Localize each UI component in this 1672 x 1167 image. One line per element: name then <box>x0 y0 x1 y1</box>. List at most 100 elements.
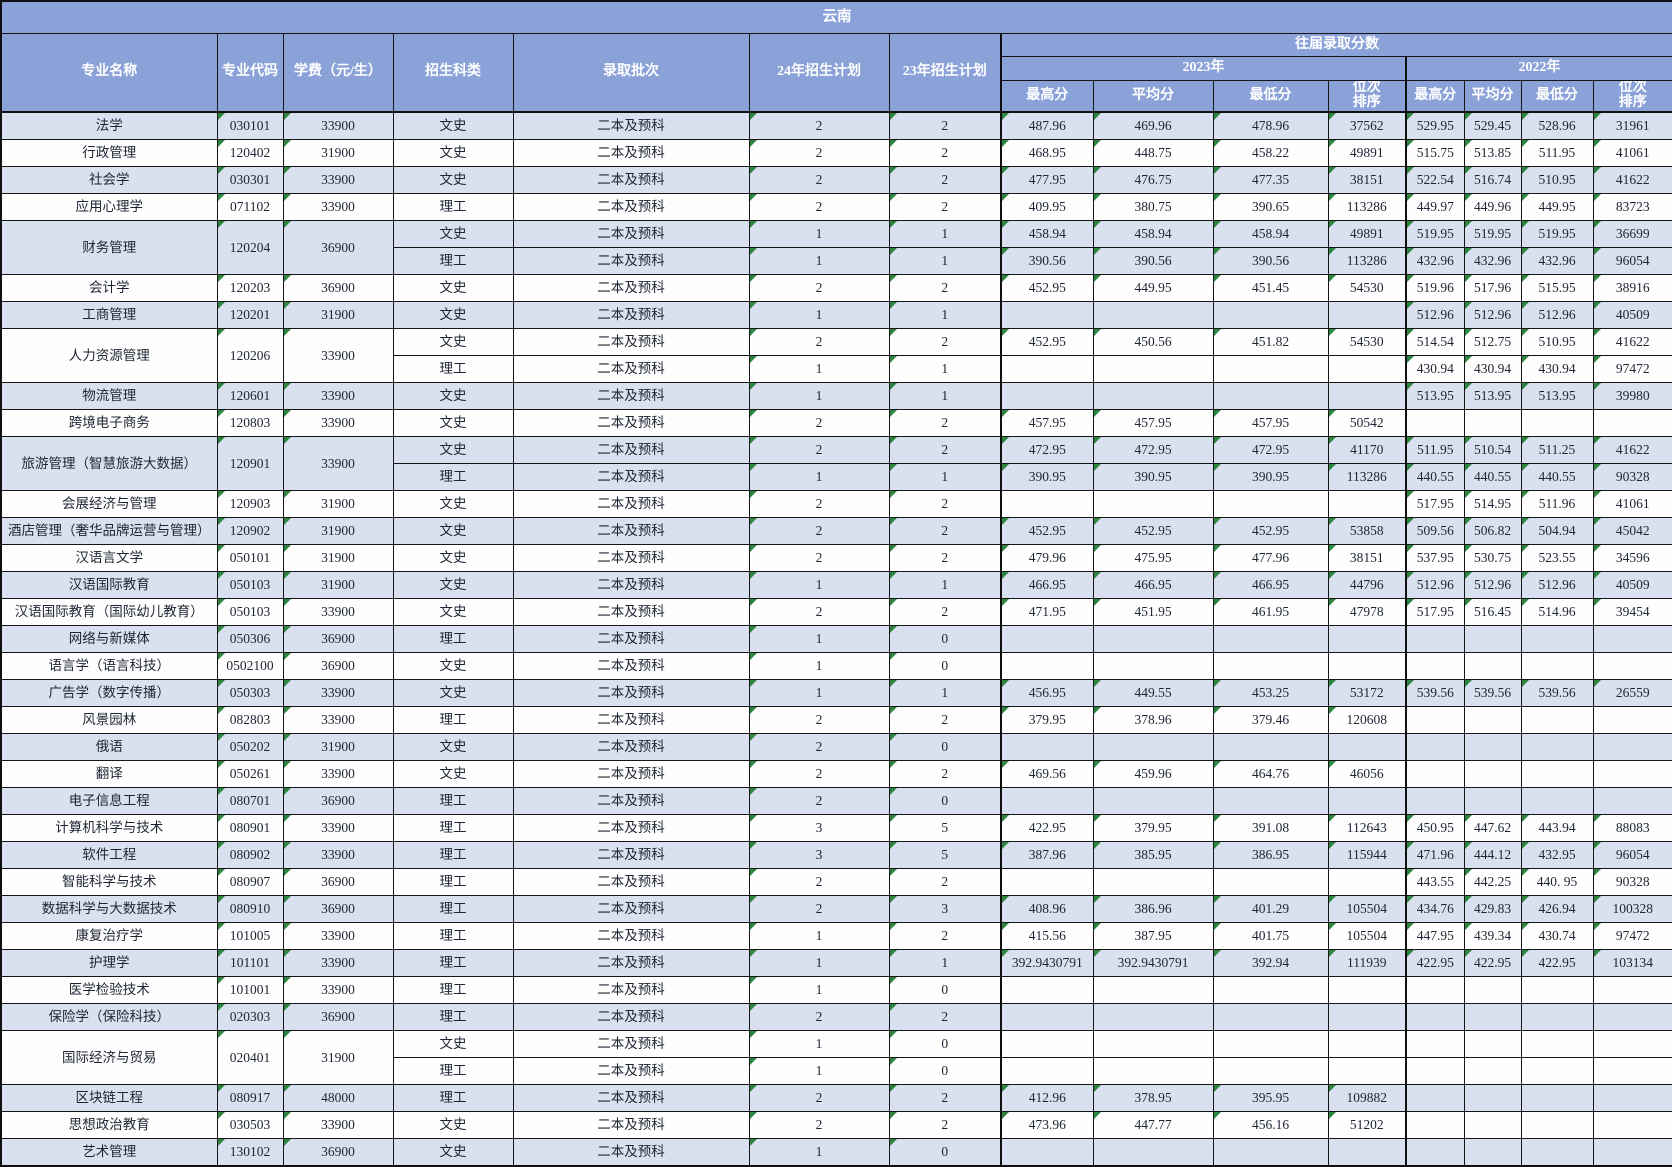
score-cell: 450.95 <box>1405 814 1465 842</box>
admission-batch-cell: 二本及预科 <box>512 436 750 464</box>
score-cell <box>1520 733 1594 761</box>
major-code-cell: 101101 <box>216 949 284 977</box>
plan-2023-cell: 1 <box>888 301 1002 329</box>
score-cell: 448.75 <box>1092 139 1214 167</box>
plan-2024-cell: 1 <box>748 1138 890 1167</box>
plan-2024-cell: 3 <box>748 814 890 842</box>
plan-2023-cell: 1 <box>888 220 1002 248</box>
score-cell <box>1592 976 1672 1004</box>
major-code-cell: 050261 <box>216 760 284 788</box>
major-name-cell: 会展经济与管理 <box>0 490 218 518</box>
score-cell: 422.95 <box>1000 814 1094 842</box>
score-cell: 40509 <box>1592 571 1672 599</box>
score-cell: 439.34 <box>1463 922 1522 950</box>
score-cell: 392.9430791 <box>1092 949 1214 977</box>
score-cell: 529.95 <box>1405 111 1465 140</box>
score-cell: 53858 <box>1327 517 1407 545</box>
score-cell: 513.95 <box>1405 382 1465 410</box>
score-cell <box>1327 733 1407 761</box>
col-header-tuition: 学费（元/生） <box>282 33 394 113</box>
score-cell <box>1212 1003 1329 1031</box>
score-cell: 408.96 <box>1000 895 1094 923</box>
tuition-cell: 31900 <box>282 1030 394 1085</box>
score-cell: 111939 <box>1327 949 1407 977</box>
subject-category-cell: 理工 <box>392 949 514 977</box>
score-cell <box>1463 1111 1522 1139</box>
major-code-cell: 030101 <box>216 111 284 140</box>
score-cell: 41061 <box>1592 490 1672 518</box>
score-cell: 379.95 <box>1092 814 1214 842</box>
tuition-cell: 33900 <box>282 598 394 626</box>
score-cell: 440.55 <box>1405 463 1465 491</box>
score-cell <box>1520 1084 1594 1112</box>
subject-category-cell: 理工 <box>392 922 514 950</box>
score-cell <box>1327 355 1407 383</box>
score-cell <box>1212 382 1329 410</box>
admission-batch-cell: 二本及预科 <box>512 328 750 356</box>
table-row: 酒店管理（奢华品牌运营与管理） 120902 31900 文史 二本及预科 2 2 452.9… <box>0 517 1672 545</box>
score-cell <box>1000 787 1094 815</box>
score-cell: 447.62 <box>1463 814 1522 842</box>
subject-category-cell: 理工 <box>392 1057 514 1085</box>
admission-batch-cell: 二本及预科 <box>512 571 750 599</box>
major-code-cell: 082803 <box>216 706 284 734</box>
score-cell <box>1520 787 1594 815</box>
subject-category-cell: 理工 <box>392 868 514 896</box>
table-row: 行政管理 120402 31900 文史 二本及预科 2 2 468.95 448.75 458.… <box>0 139 1672 167</box>
score-cell <box>1405 976 1465 1004</box>
score-cell: 514.95 <box>1463 490 1522 518</box>
score-cell: 537.95 <box>1405 544 1465 572</box>
subject-category-cell: 文史 <box>392 517 514 545</box>
score-cell <box>1405 787 1465 815</box>
score-cell <box>1405 625 1465 653</box>
score-cell: 449.55 <box>1092 679 1214 707</box>
score-cell <box>1520 409 1594 437</box>
table-row: 会计学 120203 36900 文史 二本及预科 2 2 452.95 449.95 451.4… <box>0 274 1672 302</box>
score-cell: 46056 <box>1327 760 1407 788</box>
score-cell: 54530 <box>1327 274 1407 302</box>
major-name-cell: 保险学（保险科技） <box>0 1003 218 1031</box>
score-cell: 530.75 <box>1463 544 1522 572</box>
score-cell: 469.56 <box>1000 760 1094 788</box>
score-cell: 47978 <box>1327 598 1407 626</box>
tuition-cell: 31900 <box>282 139 394 167</box>
score-cell: 468.95 <box>1000 139 1094 167</box>
score-cell: 472.95 <box>1092 436 1214 464</box>
score-cell <box>1520 976 1594 1004</box>
score-cell: 386.95 <box>1212 841 1329 869</box>
score-cell <box>1592 706 1672 734</box>
plan-2024-cell: 2 <box>748 328 890 356</box>
score-cell: 412.96 <box>1000 1084 1094 1112</box>
col-header-code: 专业代码 <box>216 33 284 113</box>
plan-2024-cell: 1 <box>748 922 890 950</box>
table-row: 俄语 050202 31900 文史 二本及预科 2 0 <box>0 733 1672 761</box>
major-name-cell: 康复治疗学 <box>0 922 218 950</box>
plan-2024-cell: 1 <box>748 382 890 410</box>
score-cell <box>1592 1138 1672 1167</box>
admission-batch-cell: 二本及预科 <box>512 193 750 221</box>
major-name-cell: 语言学（语言科技） <box>0 652 218 680</box>
score-cell: 464.76 <box>1212 760 1329 788</box>
score-cell <box>1092 787 1214 815</box>
score-cell: 378.95 <box>1092 1084 1214 1112</box>
score-cell <box>1000 1057 1094 1085</box>
admission-batch-cell: 二本及预科 <box>512 301 750 329</box>
table-row: 保险学（保险科技） 020303 36900 理工 二本及预科 2 2 <box>0 1003 1672 1031</box>
plan-2024-cell: 1 <box>748 679 890 707</box>
major-code-cell: 030301 <box>216 166 284 194</box>
score-cell <box>1592 625 1672 653</box>
major-code-cell: 120204 <box>216 220 284 275</box>
major-code-cell: 071102 <box>216 193 284 221</box>
major-code-cell: 080917 <box>216 1084 284 1112</box>
score-cell: 459.96 <box>1092 760 1214 788</box>
score-cell: 453.25 <box>1212 679 1329 707</box>
score-cell: 38151 <box>1327 166 1407 194</box>
score-cell: 45042 <box>1592 517 1672 545</box>
score-cell: 112643 <box>1327 814 1407 842</box>
admission-batch-cell: 二本及预科 <box>512 976 750 1004</box>
major-name-cell: 广告学（数字传播） <box>0 679 218 707</box>
score-cell: 458.22 <box>1212 139 1329 167</box>
score-cell: 120608 <box>1327 706 1407 734</box>
col-header-category: 招生科类 <box>392 33 514 113</box>
score-cell: 477.96 <box>1212 544 1329 572</box>
